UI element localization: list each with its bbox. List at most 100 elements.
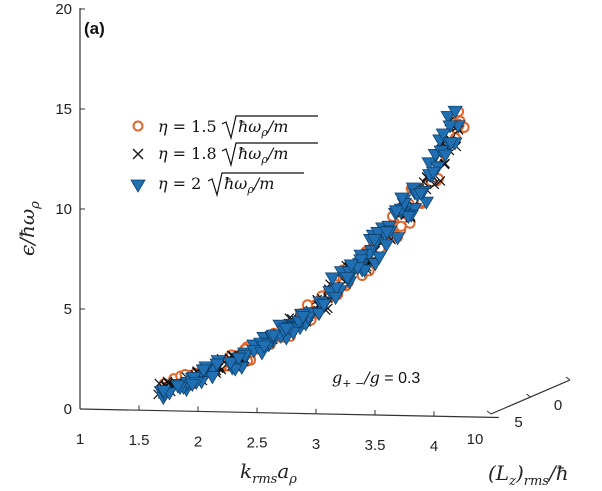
- legend-eta-1: η: [158, 117, 168, 136]
- z-tick: [486, 410, 492, 415]
- z-label-end: /ħ: [547, 461, 569, 485]
- x-tick-label: 1.5: [129, 432, 150, 449]
- x-tick-label: 1: [76, 431, 84, 448]
- data-point-x: [162, 376, 173, 387]
- z-label-sub2: rms: [524, 474, 550, 489]
- y-tick-label: 10: [55, 201, 72, 218]
- data-point-triangle: [295, 311, 311, 325]
- data-point-triangle: [170, 380, 186, 394]
- x-label-suffix: a: [277, 459, 289, 483]
- legend-entry-2: η = 1.8 ħωρ/m: [132, 142, 318, 168]
- legend-value-2: = 1.8: [168, 144, 217, 163]
- data-point-triangle: [443, 137, 459, 151]
- data-point-circle: [395, 220, 407, 232]
- data-point-triangle: [413, 187, 429, 201]
- legend-sqrt-text-2: ħω: [238, 144, 261, 163]
- data-point-triangle: [394, 192, 410, 206]
- data-point-triangle: [316, 299, 332, 313]
- legend-eta-3: η: [158, 174, 168, 193]
- data-point-triangle: [209, 358, 225, 372]
- legend-sqrt-sub-1: ρ: [260, 126, 268, 139]
- data-point-triangle: [371, 251, 387, 265]
- legend-sqrt-text-1: ħω: [238, 117, 261, 136]
- x-tick-label: 3.5: [365, 437, 386, 454]
- z-tick: [565, 376, 571, 381]
- data-point-triangle: [435, 128, 451, 142]
- data-point-triangle: [195, 364, 211, 378]
- svg-text:η = 1.8: η = 1.8: [158, 144, 217, 163]
- data-point-triangle: [400, 211, 416, 225]
- x-axis-line: [79, 408, 499, 419]
- x-tick-label: 2.5: [247, 435, 268, 452]
- data-point-triangle: [256, 340, 272, 354]
- z-label-mid: ): [515, 461, 524, 485]
- annot-lhs: g: [332, 368, 342, 387]
- data-point-triangle: [204, 371, 220, 385]
- sqrt-sign: [207, 172, 304, 198]
- data-point-triangle: [390, 232, 406, 246]
- sqrt-sign: [221, 115, 318, 141]
- z-axis-label: (Lz)rms/ħ: [488, 461, 569, 489]
- y-label-main: ϵ/ħω: [15, 209, 39, 256]
- data-point-triangle: [339, 272, 355, 286]
- data-point-triangle: [366, 234, 382, 248]
- panel-label: (a): [84, 19, 105, 38]
- legend-value-3: = 2: [168, 174, 202, 193]
- data-point-triangle: [440, 111, 456, 125]
- x-axis-label: krmsaρ: [240, 459, 297, 487]
- data-point-triangle: [437, 149, 454, 163]
- z-label-open: (L: [488, 461, 509, 485]
- x-tick-label: 3: [312, 436, 320, 453]
- legend-eta-2: η: [158, 144, 168, 163]
- legend-entry-3: η = 2 ħωρ/m: [130, 172, 304, 198]
- svg-text:η = 2: η = 2: [158, 174, 201, 193]
- x-tick-label: 4: [430, 438, 438, 455]
- data-point-triangle: [447, 105, 463, 119]
- data-point-triangle: [184, 378, 200, 393]
- z-tick-label: 0: [554, 397, 562, 414]
- legend-sqrt-text-3: ħω: [224, 174, 247, 193]
- legend-entry-1: η = 1.5 ħωρ/m: [132, 115, 318, 141]
- legend-sqrt-sub-3: ρ: [246, 183, 254, 196]
- x-label-main: k: [240, 459, 252, 483]
- y-tick-label: 5: [64, 301, 72, 318]
- y-tick-label: 20: [55, 1, 72, 18]
- svg-text:ħωρ/m: ħωρ/m: [238, 144, 288, 166]
- data-point-triangle: [328, 282, 345, 296]
- data-point-triangle: [343, 259, 359, 273]
- data-point-triangle: [311, 308, 327, 322]
- z-label-sub: z: [508, 474, 516, 489]
- y-label-sub: ρ: [28, 201, 43, 210]
- legend-sqrt-tail-2: /m: [266, 144, 289, 163]
- axes: 0 5 10 15 20 1 1.5 2 2.5 3 3.5 4 0 5 10: [55, 1, 571, 455]
- svg-text:η = 1.5: η = 1.5: [158, 117, 217, 136]
- data-point-triangle: [324, 272, 341, 286]
- sqrt-sign: [221, 142, 318, 168]
- data-point-triangle: [407, 203, 423, 217]
- interaction-annotation: g+ −/g = 0.3: [332, 368, 420, 390]
- svg-text:ħωρ/m: ħωρ/m: [224, 174, 274, 196]
- annot-mid: /g: [362, 368, 380, 387]
- data-point-triangle: [425, 166, 442, 180]
- data-points: [153, 105, 470, 406]
- legend-sqrt-sub-2: ρ: [260, 153, 268, 166]
- z-tick-label: 5: [514, 414, 522, 431]
- legend-value-1: = 1.5: [168, 117, 217, 136]
- y-tick-label: 15: [55, 101, 72, 118]
- legend-sqrt-tail-3: /m: [252, 174, 275, 193]
- data-point-triangle: [231, 352, 247, 366]
- y-axis-label: ϵ/ħωρ: [15, 201, 43, 256]
- z-tick-label: 10: [467, 431, 484, 448]
- legend-marker-triangle: [130, 179, 146, 193]
- data-point-triangle: [328, 292, 344, 306]
- legend-marker-circle: [132, 120, 144, 132]
- data-point-triangle: [379, 226, 395, 240]
- y-tick-label: 0: [64, 401, 72, 418]
- svg-text:ħωρ/m: ħωρ/m: [238, 117, 288, 139]
- x-label-sub: rms: [252, 472, 278, 487]
- legend-sqrt-tail-1: /m: [266, 117, 289, 136]
- data-point-triangle: [442, 120, 458, 134]
- data-point-triangle: [278, 323, 294, 337]
- data-point-x: [435, 176, 446, 186]
